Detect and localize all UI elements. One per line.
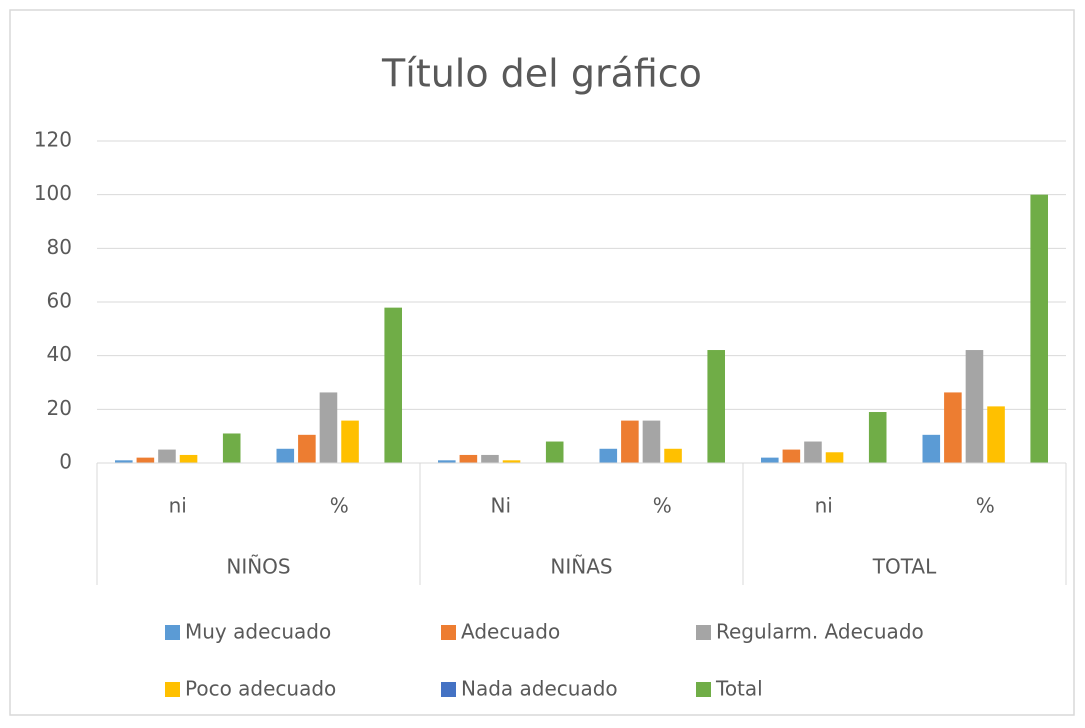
legend-swatch — [441, 682, 456, 697]
bar — [438, 460, 456, 463]
bar — [179, 454, 198, 463]
group-label: TOTAL — [872, 555, 937, 579]
bar — [664, 448, 682, 463]
legend-swatch — [696, 625, 711, 640]
bar — [868, 412, 887, 463]
bar — [621, 420, 639, 463]
x-tick-label: % — [976, 494, 995, 518]
y-tick-label: 80 — [47, 235, 72, 259]
y-tick-label: 120 — [34, 128, 72, 152]
bar — [341, 420, 359, 463]
bar — [944, 392, 962, 463]
legend-swatch — [165, 625, 180, 640]
bar — [158, 449, 176, 463]
bar — [599, 448, 618, 463]
bar — [782, 449, 801, 463]
bar — [922, 434, 941, 463]
bar — [384, 307, 402, 463]
bar — [298, 434, 316, 463]
legend-label: Nada adecuado — [461, 677, 618, 701]
bar — [545, 441, 564, 463]
y-tick-label: 0 — [59, 450, 72, 474]
chart-title: Título del gráfico — [381, 52, 702, 96]
y-tick-label: 100 — [34, 181, 72, 205]
bar — [804, 441, 822, 463]
legend-label: Muy adecuado — [185, 620, 331, 644]
bar — [987, 406, 1005, 463]
chart-frame — [9, 9, 1075, 716]
y-tick-label: 40 — [47, 342, 72, 366]
bar — [761, 457, 779, 463]
legend-label: Total — [715, 677, 763, 701]
bar — [707, 350, 725, 463]
x-tick-label: % — [330, 494, 349, 518]
bar — [222, 433, 241, 463]
legend-swatch — [696, 682, 711, 697]
bar — [115, 460, 133, 463]
legend-label: Poco adecuado — [185, 677, 336, 701]
group-label: NIÑOS — [226, 555, 290, 579]
x-tick-label: Ni — [490, 494, 511, 518]
bar — [502, 460, 521, 463]
bar — [136, 457, 155, 463]
bar — [319, 392, 338, 463]
legend-label: Adecuado — [461, 620, 560, 644]
group-label: NIÑAS — [550, 555, 612, 579]
bar — [459, 454, 478, 463]
y-tick-label: 60 — [47, 289, 72, 313]
legend-swatch — [441, 625, 456, 640]
x-tick-label: ni — [169, 494, 187, 518]
legend-swatch — [165, 682, 180, 697]
bar — [481, 454, 499, 463]
bar — [1030, 194, 1048, 463]
bar — [642, 420, 661, 463]
bar — [276, 448, 295, 463]
x-tick-label: ni — [815, 494, 833, 518]
x-tick-label: % — [653, 494, 672, 518]
legend-label: Regularm. Adecuado — [716, 620, 924, 644]
y-tick-label: 20 — [47, 396, 72, 420]
bar — [965, 350, 984, 463]
bar — [825, 452, 844, 463]
